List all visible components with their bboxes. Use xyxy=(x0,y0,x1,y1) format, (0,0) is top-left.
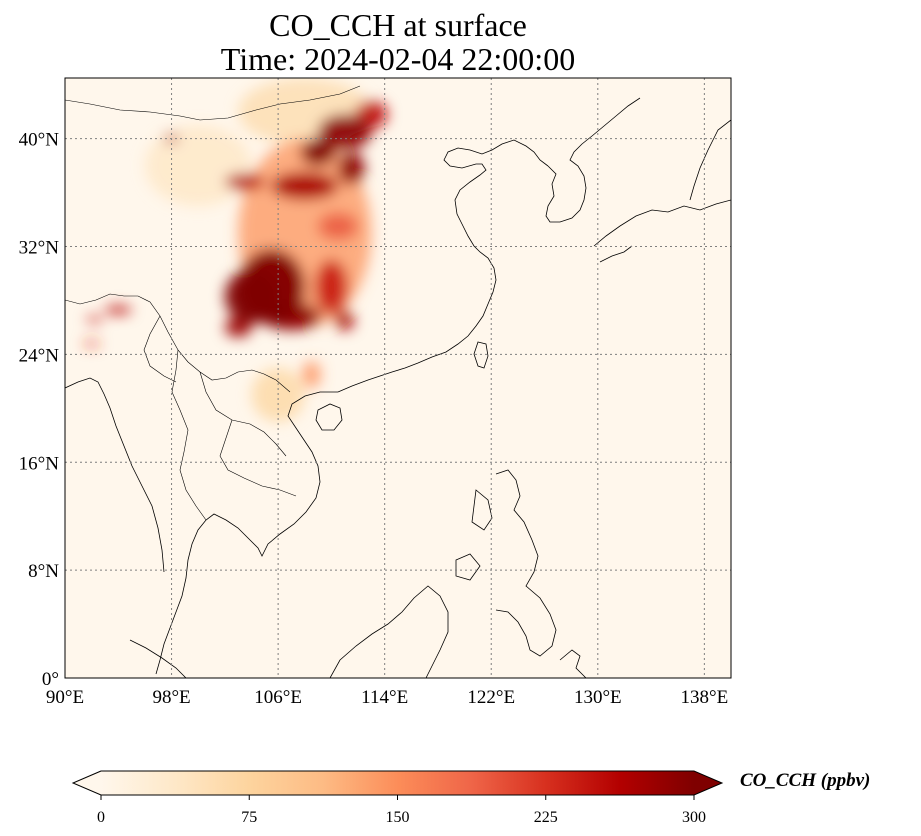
lat-tick-label: 32°N xyxy=(19,238,60,259)
colorbar-tick-label: 0 xyxy=(97,809,105,826)
lon-tick-label: 114°E xyxy=(361,687,408,708)
coastlines xyxy=(65,85,731,678)
colorbar-tick-label: 75 xyxy=(241,809,257,826)
map-frame xyxy=(64,77,732,679)
map-time-subtitle: Time: 2024-02-04 22:00:00 xyxy=(220,41,576,77)
coastline-indochina xyxy=(155,391,338,675)
coastline-sumatra xyxy=(129,639,187,678)
lat-tick-labels: 0° 8°N 16°N 24°N 32°N 40°N xyxy=(19,130,60,690)
plume-6 xyxy=(83,340,100,347)
lat-tick-label: 40°N xyxy=(19,130,60,151)
lat-tick-label: 24°N xyxy=(19,345,60,366)
plume-14 xyxy=(271,172,339,200)
coastline-borneo xyxy=(329,585,449,678)
coastline-philippines xyxy=(455,469,557,657)
plume-13 xyxy=(335,311,355,331)
colorbar-gradient xyxy=(101,771,694,795)
lon-tick-label: 130°E xyxy=(574,687,622,708)
colorbar-extend-high xyxy=(694,771,722,795)
coastline-china xyxy=(337,139,549,393)
colorbar-label: CO_CCH (ppbv) xyxy=(740,770,871,791)
colorbar-tick-label: 150 xyxy=(386,809,410,826)
lon-tick-label: 90°E xyxy=(46,687,84,708)
lon-tick-label: 106°E xyxy=(254,687,302,708)
lon-tick-labels: 90°E 98°E 106°E 114°E 122°E 130°E 138°E xyxy=(46,687,728,708)
plume-0 xyxy=(144,125,252,207)
plume-10 xyxy=(224,173,265,190)
plume-18 xyxy=(338,152,365,185)
plume-12 xyxy=(104,305,132,314)
colorbar-extend-low xyxy=(73,771,101,795)
coastline-korea xyxy=(545,97,641,223)
coastline-hainan xyxy=(315,403,343,431)
gridlines xyxy=(65,78,731,678)
map-title: CO_CCH at surface xyxy=(269,7,527,43)
coastline-bay-of-bengal xyxy=(65,377,165,573)
plume-21 xyxy=(300,138,336,166)
plume-4 xyxy=(302,361,321,389)
plume-5 xyxy=(318,212,359,240)
lat-tick-label: 0° xyxy=(42,669,59,690)
plume-7 xyxy=(315,260,348,314)
plume-20 xyxy=(224,269,279,324)
colorbar-tick-label: 300 xyxy=(682,809,706,826)
borders-interior xyxy=(65,85,361,521)
lon-tick-label: 138°E xyxy=(681,687,729,708)
coastline-sulawesi xyxy=(559,649,587,678)
lat-tick-label: 16°N xyxy=(19,453,60,474)
lon-tick-label: 122°E xyxy=(467,687,515,708)
plume-15 xyxy=(224,318,252,337)
coastline-taiwan xyxy=(473,341,489,369)
lat-tick-label: 8°N xyxy=(28,561,59,582)
colorbar-tick-label: 225 xyxy=(534,809,558,826)
lon-tick-label: 98°E xyxy=(152,687,190,708)
plume-17 xyxy=(318,114,372,150)
plume-9 xyxy=(86,316,103,323)
colorbar: 0 75 150 225 300 xyxy=(71,770,724,826)
